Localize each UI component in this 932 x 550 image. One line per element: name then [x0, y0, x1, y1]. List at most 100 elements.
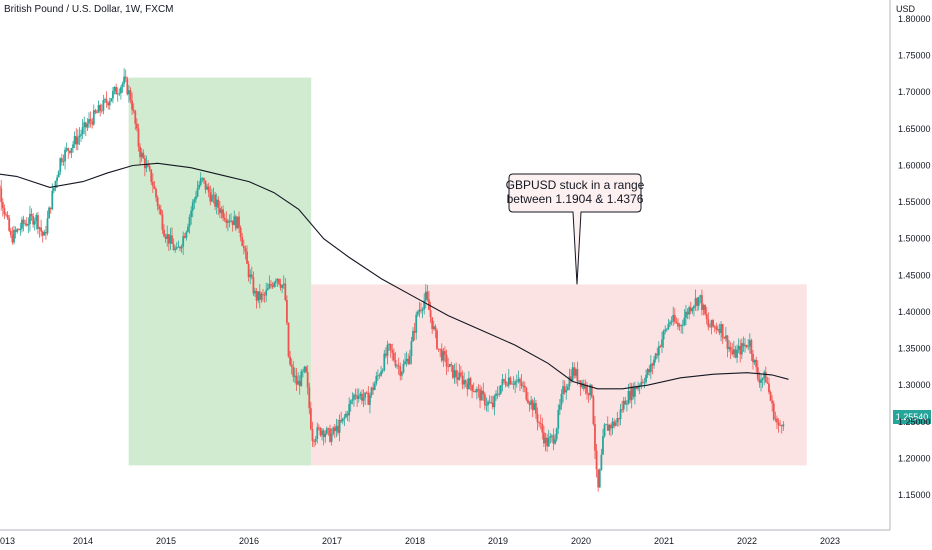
candle-body: [407, 358, 410, 364]
candle-body: [415, 314, 418, 333]
candle-body: [361, 393, 363, 401]
callout-bubble: [508, 173, 642, 285]
candle-body: [284, 283, 287, 301]
candle-body: [622, 400, 625, 410]
candle-body: [587, 393, 590, 396]
candle-body: [384, 353, 387, 356]
x-tick-label: 2015: [156, 536, 176, 546]
candle-body: [370, 387, 373, 396]
candle-body: [223, 217, 226, 220]
candle-body: [439, 348, 442, 350]
x-tick-label: 2023: [820, 536, 840, 546]
candle-body: [287, 322, 290, 357]
candle-body: [554, 439, 556, 444]
candle-body: [522, 385, 525, 387]
candle-body: [475, 389, 478, 393]
candle-body: [718, 329, 721, 334]
candle-body: [485, 405, 488, 406]
candle-body: [535, 403, 537, 414]
candle-body: [294, 375, 296, 377]
candle-body: [680, 325, 683, 326]
candle-body: [231, 220, 234, 226]
candle-body: [378, 375, 381, 377]
candle-body: [116, 93, 119, 95]
callout-text-line: between 1.1904 & 1.4376: [507, 192, 644, 206]
candle-body: [630, 386, 633, 401]
candle-body: [776, 418, 778, 423]
candle-body: [225, 219, 228, 223]
candle-body: [343, 417, 346, 419]
candle-body: [104, 99, 106, 101]
candle-body: [290, 364, 293, 367]
y-tick-label: 1.25000: [898, 417, 931, 427]
range-zone: [311, 284, 807, 466]
candle-body: [619, 409, 622, 420]
x-tick-label: 2022: [737, 536, 757, 546]
candle-body: [528, 402, 531, 405]
candle-body: [525, 387, 528, 400]
candle-body: [734, 349, 737, 358]
candle-body: [373, 383, 376, 390]
candle-body: [38, 227, 41, 229]
candle-body: [399, 366, 402, 376]
candle-body: [709, 326, 711, 328]
candle-body: [536, 413, 539, 423]
candle-body: [669, 322, 671, 325]
candle-body: [629, 391, 631, 401]
candle-body: [201, 178, 204, 179]
candle-body: [702, 304, 705, 310]
candle-body: [341, 418, 344, 422]
candle-body: [3, 208, 6, 215]
candle-body: [193, 199, 196, 203]
candle-body: [391, 350, 394, 353]
candle-body: [29, 213, 31, 225]
candle-body: [81, 127, 84, 135]
candle-body: [212, 194, 215, 196]
candle-body: [694, 298, 697, 306]
candle-body: [112, 90, 114, 99]
candle-body: [175, 247, 178, 249]
candle-body: [375, 376, 378, 384]
candle-body: [134, 111, 137, 124]
candle-body: [292, 366, 295, 377]
candle-body: [566, 386, 569, 391]
candle-body: [365, 392, 368, 394]
candle-body: [568, 376, 571, 387]
candle-body: [75, 136, 78, 145]
candle-body: [763, 371, 766, 379]
candle-body: [369, 395, 371, 405]
candle-body: [54, 181, 57, 189]
candle-body: [405, 358, 408, 362]
candle-body: [490, 402, 493, 404]
candle-body: [442, 351, 445, 361]
candle-body: [408, 356, 411, 364]
candle-body: [209, 192, 212, 202]
candle-body: [88, 119, 90, 124]
candle-body: [222, 209, 224, 218]
candle-body: [124, 76, 127, 79]
candle-body: [211, 195, 213, 202]
candle-body: [9, 230, 12, 235]
candle-body: [83, 122, 86, 128]
candle-body: [150, 169, 153, 182]
candle-body: [748, 340, 751, 347]
candle-body: [199, 178, 202, 185]
candle-body: [530, 400, 533, 405]
candle-body: [143, 158, 146, 169]
candle-body: [750, 340, 753, 355]
candle-body: [661, 339, 663, 347]
candle-body: [523, 385, 526, 388]
candle-body: [345, 413, 347, 418]
candle-body: [519, 379, 521, 383]
last-price-tag: 1.25540: [893, 410, 931, 424]
candle-body: [602, 436, 604, 455]
candle-body: [641, 381, 644, 383]
x-tick-label: 2018: [405, 536, 425, 546]
candle-body: [440, 349, 443, 361]
y-tick-label: 1.20000: [898, 453, 931, 463]
candle-body: [474, 391, 477, 393]
candle-body: [527, 399, 529, 403]
candle-body: [413, 330, 416, 333]
